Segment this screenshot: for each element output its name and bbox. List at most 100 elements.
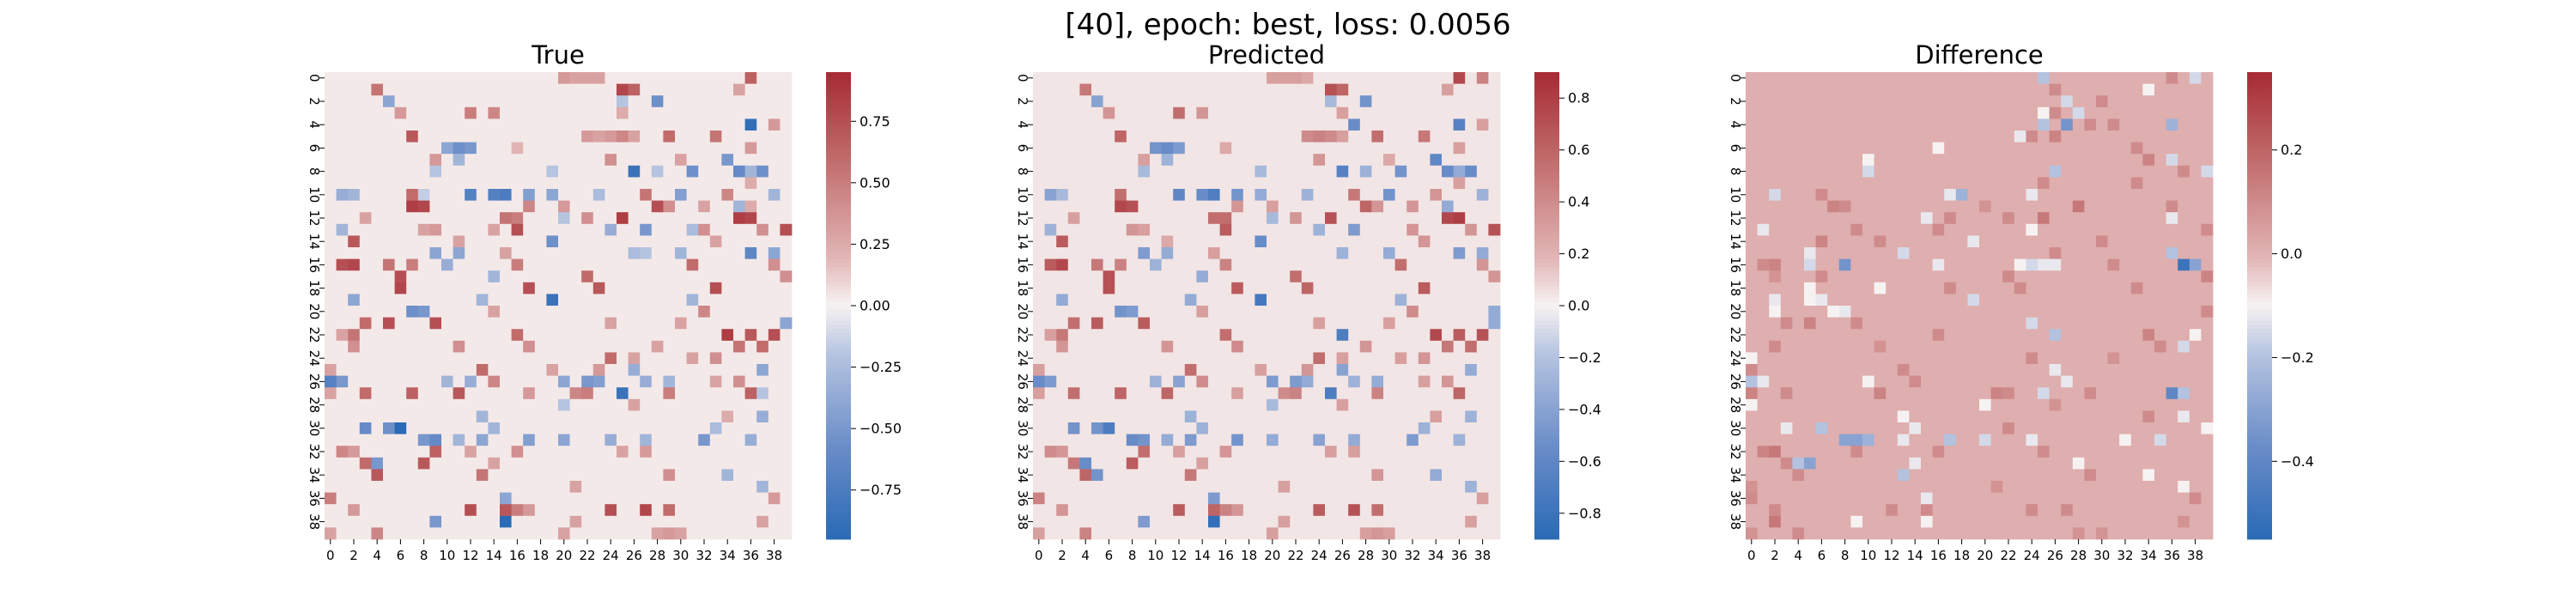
heatmap-cell <box>1091 387 1103 400</box>
heatmap-cell <box>1383 282 1395 294</box>
heatmap-cell <box>605 410 617 423</box>
colorbar-segment <box>1534 438 1559 443</box>
colorbar-segment <box>1534 149 1559 155</box>
heatmap-cell <box>2166 223 2178 236</box>
heatmap-cell <box>1091 142 1103 155</box>
heatmap-cell <box>780 165 793 178</box>
heatmap-cell <box>2201 72 2214 84</box>
heatmap-cell <box>1780 95 1793 108</box>
heatmap-cell <box>628 189 641 201</box>
heatmap-cell <box>1138 154 1151 167</box>
heatmap-cell <box>359 375 372 388</box>
heatmap-cell <box>686 340 699 353</box>
heatmap-cell <box>733 398 745 411</box>
heatmap-cell <box>1150 118 1162 131</box>
heatmap-cell <box>429 223 442 236</box>
heatmap-cell <box>1746 106 1758 119</box>
heatmap-cell <box>417 223 430 236</box>
heatmap-cell <box>709 306 722 318</box>
heatmap-cell <box>663 118 676 131</box>
heatmap-cell <box>336 515 349 528</box>
heatmap-cell <box>1442 469 1454 482</box>
heatmap-cell <box>1242 131 1255 143</box>
heatmap-cell <box>1115 364 1127 376</box>
heatmap-cell <box>1267 527 1279 540</box>
heatmap-cell <box>359 106 372 119</box>
heatmap-cell <box>663 177 676 190</box>
heatmap-cell <box>488 410 501 423</box>
heatmap-cell <box>2142 142 2155 155</box>
heatmap-cell <box>1161 422 1174 434</box>
heatmap-cell <box>500 364 512 376</box>
colorbar-segment <box>826 398 851 404</box>
heatmap-cell <box>756 352 769 365</box>
heatmap-cell <box>359 515 372 528</box>
heatmap-cell <box>1067 422 1080 434</box>
heatmap-cell <box>1979 317 1991 330</box>
heatmap-cell <box>1255 270 1267 283</box>
heatmap-cell <box>733 446 745 458</box>
heatmap-cell <box>1897 72 1910 84</box>
colorbar-segment <box>1534 134 1559 139</box>
colorbar-segment <box>826 352 851 357</box>
heatmap-cell <box>2119 398 2132 411</box>
heatmap-cell <box>2061 434 2074 446</box>
heatmap-cell <box>476 387 489 400</box>
heatmap-cell <box>488 106 501 119</box>
heatmap-cell <box>2107 223 2120 236</box>
heatmap-cell <box>617 515 629 528</box>
heatmap-cell <box>1219 434 1232 446</box>
heatmap-cell <box>1079 223 1092 236</box>
heatmap-cell <box>1383 212 1395 225</box>
heatmap-cell <box>1184 515 1197 528</box>
heatmap-cell <box>465 446 477 458</box>
heatmap-cell <box>1138 235 1151 248</box>
heatmap-cell <box>546 504 559 517</box>
heatmap-cell <box>1921 247 1933 259</box>
heatmap-cell <box>1488 118 1501 131</box>
heatmap-cell <box>534 165 547 178</box>
heatmap-cell <box>1359 340 1372 353</box>
heatmap-cell <box>1990 446 2003 458</box>
heatmap-cell <box>1909 247 1922 259</box>
heatmap-cell <box>2178 235 2190 248</box>
heatmap-cell <box>1079 364 1092 376</box>
heatmap-cell <box>2166 364 2178 376</box>
heatmap-cell <box>1325 527 1337 540</box>
heatmap-cell <box>709 504 722 517</box>
colorbar-segment <box>826 282 851 287</box>
heatmap-cell <box>756 364 769 376</box>
heatmap-cell <box>325 142 337 155</box>
heatmap-cell <box>511 317 524 330</box>
heatmap-cell <box>534 352 547 365</box>
heatmap-cell <box>663 165 676 178</box>
heatmap-cell <box>1115 282 1127 294</box>
heatmap-cell <box>1150 200 1162 213</box>
heatmap-cell <box>1267 317 1279 330</box>
heatmap-cell <box>2154 352 2166 365</box>
heatmap-cell <box>1173 142 1186 155</box>
heatmap-cell <box>1336 95 1349 108</box>
heatmap-cell <box>686 154 699 167</box>
heatmap-cell <box>2072 177 2085 190</box>
heatmap-cell <box>371 200 384 213</box>
heatmap-cell <box>1909 118 1922 131</box>
heatmap-cell <box>1255 118 1267 131</box>
heatmap-cell <box>394 223 407 236</box>
heatmap-cell <box>1932 131 1945 143</box>
heatmap-cell <box>383 247 395 259</box>
heatmap-cell <box>709 329 722 342</box>
heatmap-cell <box>2061 317 2074 330</box>
heatmap-cell <box>744 200 757 213</box>
heatmap-cell <box>1255 235 1267 248</box>
heatmap-cell <box>465 364 477 376</box>
heatmap-cell <box>1359 329 1372 342</box>
heatmap-cell <box>1792 95 1805 108</box>
heatmap-cell <box>2142 212 2155 225</box>
heatmap-cell <box>1453 469 1466 482</box>
heatmap-cell <box>605 364 617 376</box>
heatmap-cell <box>1465 504 1478 517</box>
heatmap-cell <box>1138 422 1151 434</box>
heatmap-cell <box>628 235 641 248</box>
heatmap-cell <box>2061 154 2074 167</box>
